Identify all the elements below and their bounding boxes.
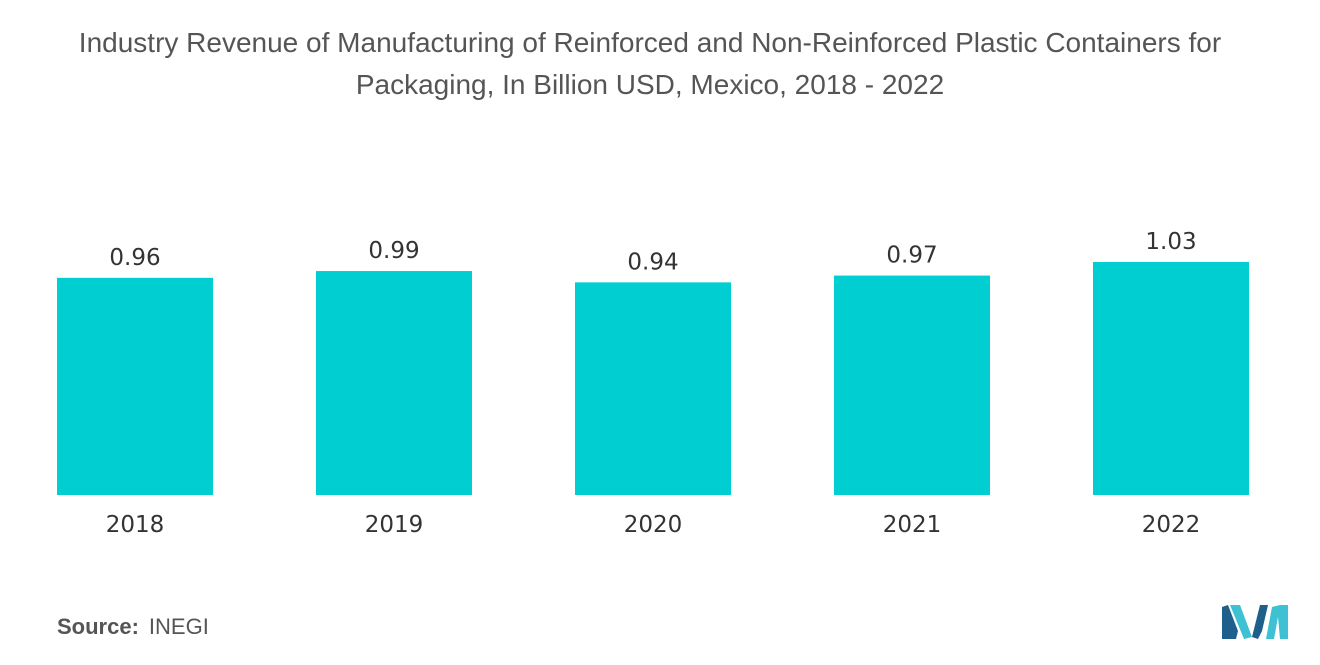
source-note: Source: INEGI	[57, 614, 209, 640]
source-value: INEGI	[148, 614, 209, 639]
value-label-2020: 0.94	[627, 249, 678, 275]
value-label-2022: 1.03	[1145, 229, 1196, 255]
logo-shape-mid-right	[1252, 605, 1268, 639]
x-tick-label-2022: 2022	[1142, 512, 1201, 538]
logo-shape-mid-left	[1230, 605, 1252, 639]
chart-title: Industry Revenue of Manufacturing of Rei…	[78, 27, 1222, 100]
bar-2022	[1093, 262, 1249, 495]
x-tick-label-2020: 2020	[624, 512, 683, 538]
bar-2021	[834, 275, 990, 495]
value-label-2021: 0.97	[886, 243, 937, 269]
value-label-2018: 0.96	[109, 245, 160, 271]
x-tick-label-2019: 2019	[365, 512, 424, 538]
bar-2018	[57, 277, 213, 495]
x-axis-tick-labels: 2018 2019 2020 2021 2022	[106, 512, 1201, 538]
x-tick-label-2021: 2021	[883, 512, 942, 538]
mordor-intelligence-logo-icon	[1222, 605, 1288, 639]
source-label: Source:	[57, 614, 139, 639]
logo-shape-right	[1266, 605, 1288, 639]
value-label-2019: 0.99	[368, 238, 419, 264]
bar-2020	[575, 282, 731, 495]
x-tick-label-2018: 2018	[106, 512, 165, 538]
value-labels-group: 0.96 0.99 0.94 0.97 1.03	[109, 229, 1196, 275]
chart-plot: 0.96 0.99 0.94 0.97 1.03 2018 2019 2020 2021 202…	[57, 229, 1249, 538]
bar-2019	[316, 271, 472, 495]
logo-shape-left	[1222, 605, 1238, 639]
bars-group	[57, 262, 1249, 495]
